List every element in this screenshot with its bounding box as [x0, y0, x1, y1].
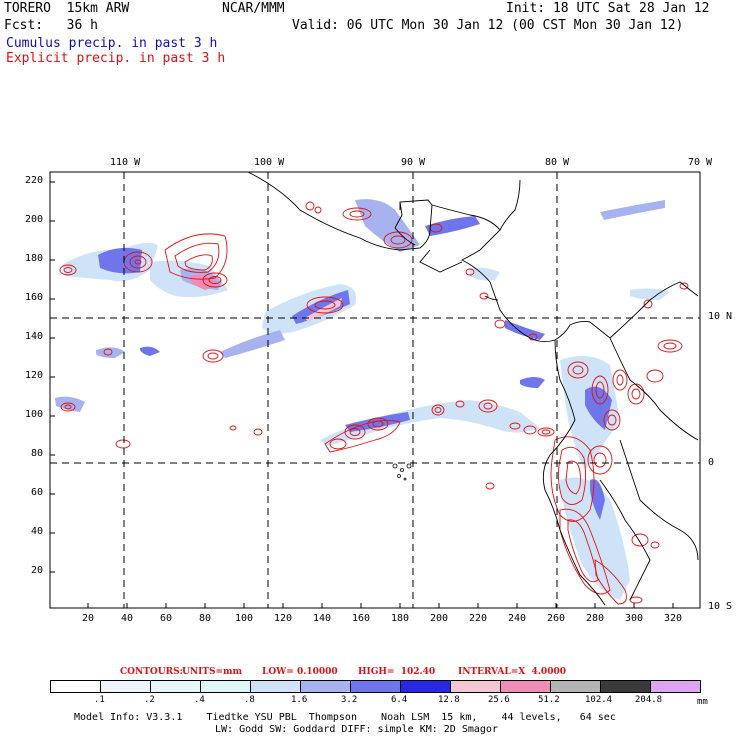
colorbar-swatch: [200, 680, 251, 693]
y-tick-60: 60: [31, 487, 44, 498]
colorbar-swatch: [100, 680, 151, 693]
colorbar-label: 12.8: [438, 695, 460, 705]
valid-time: Valid: 06 UTC Mon 30 Jan 12 (00 CST Mon …: [292, 18, 684, 33]
axis-ticks: [50, 181, 674, 608]
x-tick-300: 300: [625, 613, 644, 624]
colorbar-swatch: [500, 680, 551, 693]
x-tick-240: 240: [508, 613, 527, 624]
x-tick-320: 320: [664, 613, 683, 624]
lon-label-100w: 100 W: [254, 157, 285, 168]
lat-label-0: 0: [708, 457, 715, 468]
colorbar-label: 204.8: [635, 695, 663, 705]
galapagos-islands: [392, 463, 412, 481]
x-tick-40: 40: [121, 613, 134, 624]
coastlines: [247, 171, 699, 606]
lat-label-10s: 10 S: [708, 601, 733, 612]
x-tick-220: 220: [469, 613, 488, 624]
y-tick-140: 140: [25, 331, 44, 342]
x-tick-80: 80: [199, 613, 212, 624]
colorbar-label: 25.6: [488, 695, 510, 705]
latlon-grid: [50, 172, 700, 608]
colorbar-label: .8: [244, 695, 255, 705]
lon-label-80w: 80 W: [545, 157, 570, 168]
colorbar-label: .2: [144, 695, 155, 705]
model-title: TORERO 15km ARW: [4, 1, 130, 16]
colorbar-swatch: [150, 680, 201, 693]
lon-label-70w: 70 W: [688, 157, 713, 168]
y-tick-120: 120: [25, 370, 44, 381]
colorbar-label: 51.2: [538, 695, 560, 705]
x-tick-260: 260: [547, 613, 566, 624]
colorbar-swatch: [350, 680, 401, 693]
colorbar-swatch: [50, 680, 101, 693]
forecast-hour: Fcst: 36 h: [4, 18, 98, 33]
cumulus-legend: Cumulus precip. in past 3 h: [6, 36, 218, 51]
colorbar-label: .1: [94, 695, 105, 705]
colorbar-swatch: [550, 680, 601, 693]
contours-low: LOW= 0.10000: [262, 667, 338, 677]
colorbar-label: .4: [194, 695, 205, 705]
colorbar-swatch: [250, 680, 301, 693]
contours-label: CONTOURS:: [120, 667, 183, 677]
colorbar-label: 1.6: [291, 695, 308, 705]
x-tick-280: 280: [586, 613, 605, 624]
y-tick-40: 40: [31, 526, 44, 537]
y-tick-180: 180: [25, 253, 44, 264]
contours-high: HIGH= 102.40: [358, 667, 436, 677]
cumulus-precip-fields: [55, 199, 670, 600]
colorbar-label: 102.4: [585, 695, 613, 705]
colorbar-label: 6.4: [391, 695, 408, 705]
x-tick-20: 20: [82, 613, 95, 624]
contours-interval: INTERVAL=X 4.0000: [458, 667, 566, 677]
x-tick-100: 100: [235, 613, 254, 624]
colorbar-label: 3.2: [341, 695, 358, 705]
explicit-precip-contours: [59, 201, 689, 605]
colorbar-unit: mm: [697, 697, 708, 707]
y-tick-160: 160: [25, 292, 44, 303]
init-time: Init: 18 UTC Sat 28 Jan 12: [506, 1, 710, 16]
colorbar-swatch: [400, 680, 451, 693]
x-tick-160: 160: [352, 613, 371, 624]
x-tick-140: 140: [313, 613, 332, 624]
x-tick-180: 180: [391, 613, 410, 624]
x-tick-60: 60: [160, 613, 173, 624]
explicit-legend: Explicit precip. in past 3 h: [6, 51, 226, 66]
lon-label-110w: 110 W: [110, 157, 141, 168]
colorbar-swatch: [650, 680, 701, 693]
colorbar-swatch: [450, 680, 501, 693]
lat-label-10n: 10 N: [708, 311, 733, 322]
colorbar-swatch: [300, 680, 351, 693]
y-tick-220: 220: [25, 175, 44, 186]
colorbar-swatch: [600, 680, 651, 693]
organization-label: NCAR/MMM: [222, 1, 285, 16]
map-frame: [49, 171, 701, 609]
y-tick-20: 20: [31, 565, 44, 576]
y-tick-100: 100: [25, 409, 44, 420]
model-physics: LW: Godd SW: Goddard DIFF: simple KM: 2D…: [215, 724, 498, 735]
contours-units: UNITS=mm: [182, 667, 243, 677]
x-tick-120: 120: [274, 613, 293, 624]
y-tick-80: 80: [31, 448, 44, 459]
x-tick-200: 200: [430, 613, 449, 624]
model-info: Model Info: V3.3.1 Tiedtke YSU PBL Thomp…: [74, 712, 616, 723]
lon-label-90w: 90 W: [401, 157, 426, 168]
y-tick-200: 200: [25, 214, 44, 225]
